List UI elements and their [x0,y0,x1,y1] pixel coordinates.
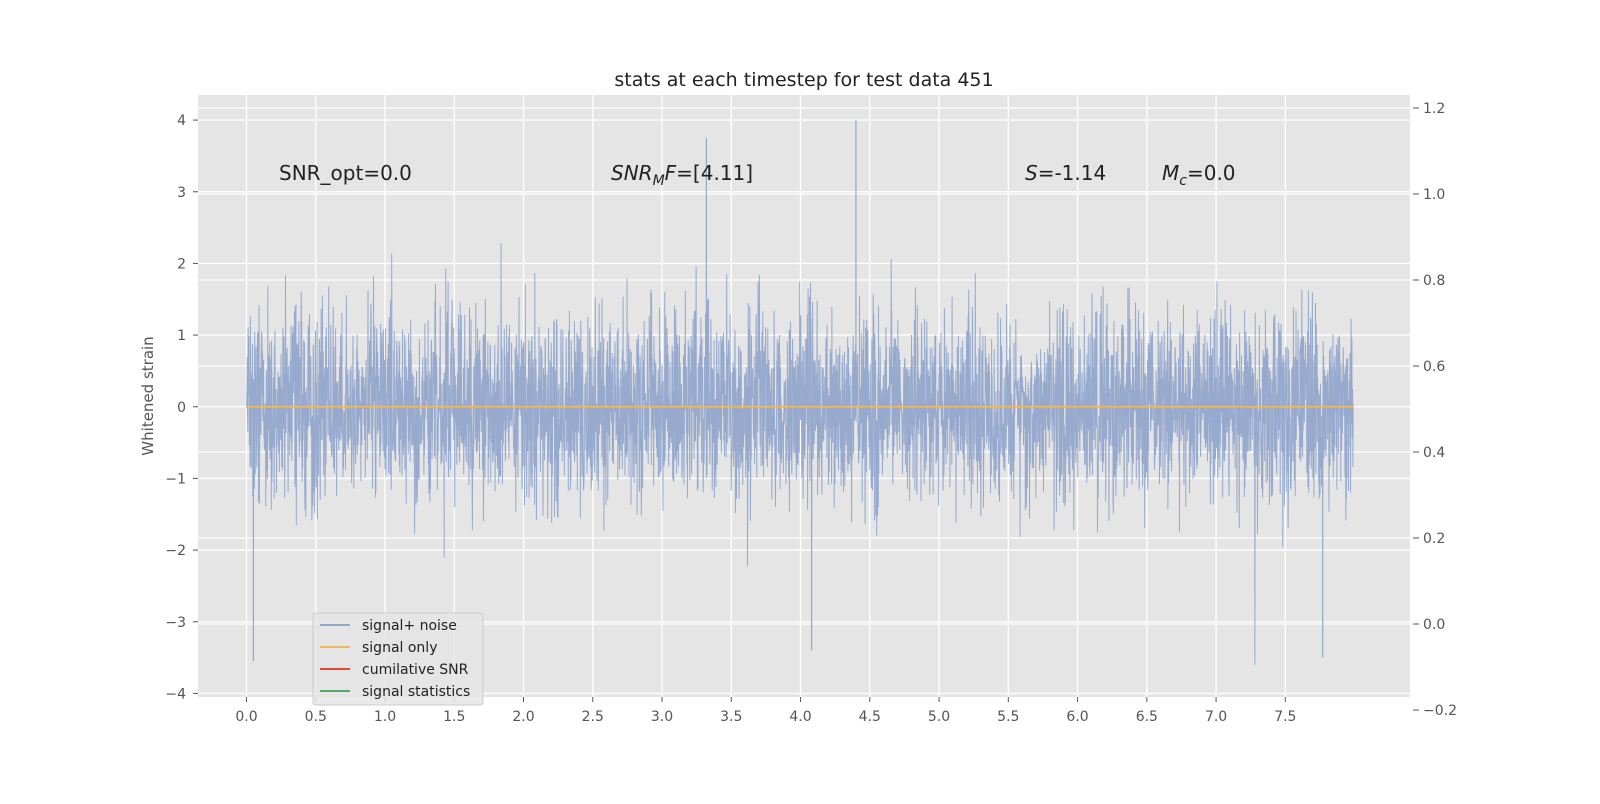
x-tick-label: 5.0 [928,709,950,725]
y-tick-label: 1 [177,328,186,344]
snr-mf-tail: F [665,161,677,185]
legend-label-stats: signal statistics [362,684,470,700]
y2-tick-label: 1.2 [1423,101,1445,117]
y-axis-label: Whitened strain [139,336,157,455]
legend-label-snr: cumilative SNR [362,662,469,678]
y-tick-label: −4 [165,686,186,702]
snr-mf-sub: M [653,173,665,189]
annotation-s: S=-1.14 [1025,161,1106,185]
y-tick-label: 0 [177,400,186,416]
y2-tick-label: 0.2 [1423,531,1445,547]
y2-tick-label: 0.4 [1423,445,1445,461]
y2-tick-label: 1.0 [1423,187,1445,203]
annotation-snr-mf: SNRMF=[4.11] [611,161,753,189]
x-tick-label: 7.0 [1205,709,1227,725]
x-tick-label: 4.0 [789,709,811,725]
x-tick-label: 2.0 [512,709,534,725]
y-axis: −4 −3 −2 −1 0 1 2 3 4 [165,113,198,702]
x-tick-label: 5.5 [997,709,1019,725]
y-tick-label: −3 [165,615,186,631]
y-tick-label: −2 [165,543,186,559]
series-layer [246,120,1354,665]
chart-title: stats at each timestep for test data 451 [614,69,993,91]
s-symbol: S [1025,161,1038,185]
mc-sub: c [1179,173,1187,189]
legend: signal+ noise signal only cumilative SNR… [312,612,484,706]
x-tick-label: 1.5 [443,709,465,725]
series-signal-noise [246,243,1354,665]
x-tick-label: 1.0 [374,709,396,725]
y2-tick-label: −0.2 [1423,703,1457,719]
snr-mf-value: =[4.11] [676,161,753,185]
y-tick-label: −1 [165,471,186,487]
snr-mf-main: SNR [611,161,653,185]
x-tick-label: 7.5 [1274,709,1296,725]
x-tick-label: 0.5 [305,709,327,725]
legend-label-noise: signal+ noise [362,618,457,634]
y2-axis: −0.2 0.0 0.2 0.4 0.6 0.8 1.0 1.2 [1413,101,1457,719]
x-tick-label: 4.5 [859,709,881,725]
annotation-mc: Mc=0.0 [1162,161,1236,189]
x-tick-label: 6.0 [1066,709,1088,725]
x-tick-label: 3.5 [720,709,742,725]
mc-value: =0.0 [1187,161,1236,185]
x-tick-label: 2.5 [582,709,604,725]
mc-main: M [1162,161,1179,185]
y2-tick-label: 0.0 [1423,617,1445,633]
y-tick-label: 4 [177,113,186,129]
x-tick-label: 3.0 [651,709,673,725]
s-value: =-1.14 [1038,161,1107,185]
legend-box [312,612,484,706]
y-tick-label: 2 [177,256,186,272]
annotation-snr-opt: SNR_opt=0.0 [279,161,412,185]
x-tick-label: 0.0 [235,709,257,725]
x-tick-label: 6.5 [1136,709,1158,725]
y-tick-label: 3 [177,185,186,201]
legend-label-signal: signal only [362,640,437,656]
y2-tick-label: 0.6 [1423,359,1445,375]
x-axis: 0.0 0.5 1.0 1.5 2.0 2.5 3.0 3.5 4.0 4.5 5.0 5.5 6.0 6… [235,697,1296,725]
y2-tick-label: 0.8 [1423,273,1445,289]
